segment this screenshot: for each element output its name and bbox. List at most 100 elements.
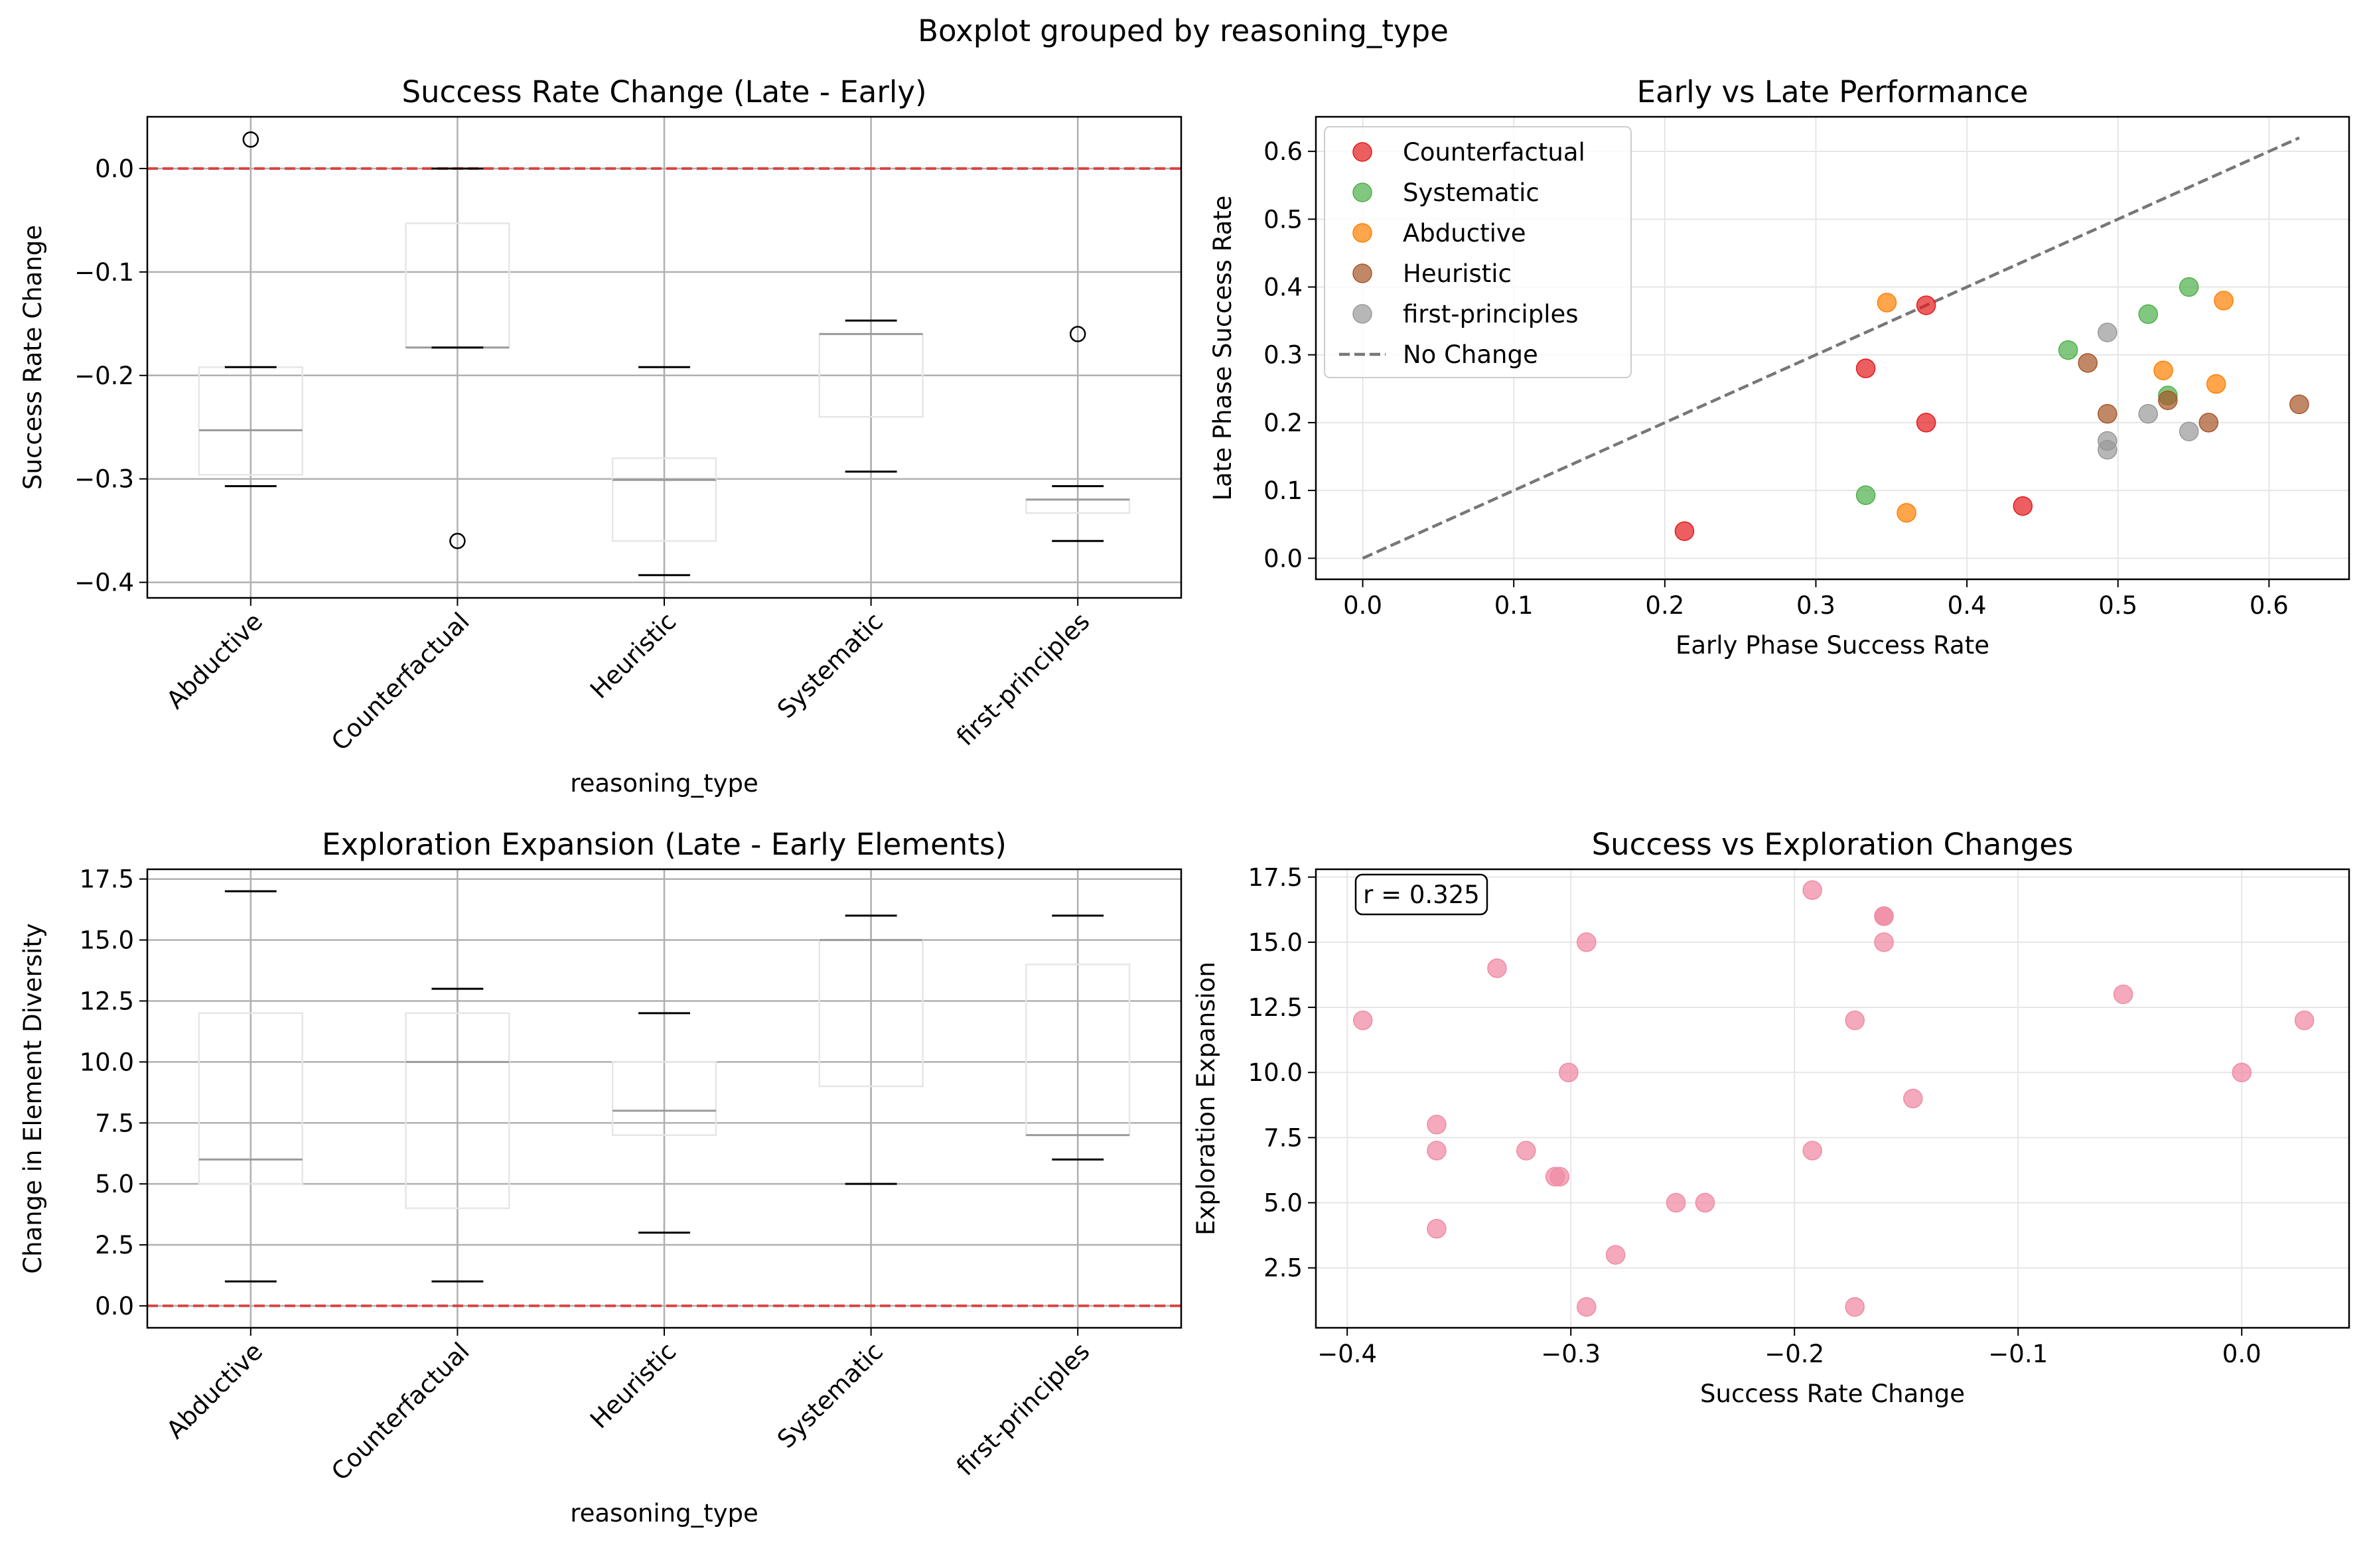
y-tick-label: 0.1: [1263, 476, 1303, 505]
panel-exploration-expansion-boxplot: Exploration Expansion (Late - Early Elem…: [19, 827, 1183, 1528]
box-body: [198, 1012, 303, 1185]
scatter-point: [1916, 413, 1936, 433]
scatter-point: [1427, 1219, 1447, 1239]
scatter-point: [1802, 880, 1822, 900]
axes-frame: [1315, 868, 2350, 1329]
x-tick-label: 0.3: [1796, 591, 1835, 620]
y-tick-label: 15.0: [1248, 928, 1303, 957]
panel-title: Early vs Late Performance: [1637, 74, 2029, 109]
x-axis-label: Success Rate Change: [1700, 1380, 1965, 1408]
x-tick-label: Heuristic: [585, 1337, 681, 1434]
panel-success-rate-change-boxplot: Success Rate Change (Late - Early) −0.4 −0…: [19, 74, 1183, 798]
scatter-point: [2153, 360, 2173, 380]
panel-title: Success Rate Change (Late - Early): [401, 74, 926, 109]
x-tick-label: Abductive: [161, 607, 269, 715]
scatter-point: [2232, 1062, 2252, 1082]
scatter-point: [1845, 1010, 1865, 1031]
legend-label: Systematic: [1403, 178, 1540, 207]
box-flier: [242, 131, 259, 148]
x-tick-label: Abductive: [161, 1337, 269, 1445]
y-tick-label: 0.4: [1263, 273, 1303, 302]
y-tick-label: −0.3: [74, 465, 134, 494]
y-tick-label: 0.0: [95, 1292, 134, 1320]
y-tick-label: 12.5: [1248, 993, 1303, 1022]
box-body: [405, 1012, 510, 1210]
y-tick-label: 17.5: [1248, 863, 1303, 892]
scatter-point: [2098, 440, 2117, 460]
scatter-point: [1605, 1245, 1626, 1265]
scatter-point: [2078, 353, 2098, 373]
x-tick-label: −0.3: [1541, 1340, 1601, 1368]
axes-frame: [146, 868, 1183, 1329]
scatter-point: [1674, 521, 1695, 541]
x-tick-label: first-principles: [951, 1337, 1095, 1481]
y-tick-label: 15.0: [80, 926, 134, 955]
scatter-point: [2179, 421, 2199, 441]
y-axis-label: Success Rate Change: [19, 225, 47, 490]
y-tick-label: 0.6: [1263, 137, 1303, 166]
y-tick-label: 5.0: [95, 1170, 134, 1198]
y-tick-label: 10.0: [1248, 1058, 1303, 1087]
x-tick-label: Systematic: [772, 607, 889, 724]
y-tick-label: 17.5: [80, 865, 134, 894]
scatter-point: [1549, 1167, 1570, 1187]
scatter-point: [2138, 304, 2158, 324]
box-body: [611, 1061, 717, 1136]
scatter-point: [1897, 503, 1916, 523]
scatter-point: [1666, 1192, 1686, 1213]
y-tick-label: −0.2: [74, 362, 134, 390]
scatter-point: [1874, 906, 1894, 926]
x-axis-label: reasoning_type: [570, 1499, 758, 1528]
scatter-point: [2113, 984, 2133, 1005]
x-tick-label: −0.1: [1988, 1340, 2048, 1368]
legend-label: Counterfactual: [1403, 138, 1585, 167]
scatter-point: [2214, 291, 2234, 311]
y-tick-label: 0.2: [1263, 409, 1303, 437]
scatter-point: [2198, 413, 2219, 433]
scatter-point: [1353, 1010, 1373, 1031]
figure-suptitle: Boxplot grouped by reasoning_type: [918, 13, 1449, 48]
y-tick-label: −0.4: [74, 569, 134, 597]
scatter-point: [2179, 277, 2199, 297]
scatter-point: [1427, 1115, 1447, 1135]
scatter-point: [2138, 403, 2158, 424]
x-tick-label: Counterfactual: [326, 607, 475, 756]
x-tick-label: 0.4: [1948, 591, 1987, 620]
axes-frame: [146, 115, 1183, 599]
scatter-point: [2294, 1010, 2315, 1031]
x-tick-label: −0.2: [1764, 1340, 1824, 1368]
y-tick-label: 5.0: [1263, 1189, 1303, 1218]
legend-marker: [1352, 142, 1372, 162]
x-tick-label: −0.4: [1317, 1340, 1377, 1368]
y-tick-label: 7.5: [1263, 1123, 1303, 1152]
scatter-point: [2013, 496, 2033, 516]
scatter-point: [1916, 295, 1936, 315]
x-tick-label: 0.0: [1343, 591, 1382, 620]
x-tick-label: first-principles: [951, 607, 1095, 751]
y-tick-label: 7.5: [95, 1109, 134, 1137]
scatter-point: [1559, 1062, 1579, 1082]
x-tick-label: 0.1: [1494, 591, 1534, 620]
scatter-point: [1855, 485, 1876, 506]
correlation-annotation-box: [1354, 873, 1488, 916]
box-flier: [449, 532, 466, 549]
panel-title: Success vs Exploration Changes: [1592, 827, 2074, 862]
legend-marker: [1352, 182, 1372, 202]
y-tick-label: 2.5: [1263, 1254, 1303, 1283]
scatter-point: [1577, 1297, 1597, 1317]
legend-marker: [1352, 304, 1372, 324]
scatter-point: [2098, 403, 2117, 424]
x-tick-label: Counterfactual: [326, 1337, 475, 1486]
legend-label: Abductive: [1403, 219, 1526, 248]
legend-label: No Change: [1403, 340, 1538, 369]
y-tick-label: 0.5: [1263, 205, 1303, 234]
scatter-point: [1874, 932, 1894, 952]
scatter-point: [2098, 322, 2117, 342]
scatter-point: [1487, 958, 1507, 978]
y-axis-label: Late Phase Success Rate: [1208, 195, 1237, 500]
x-axis-label: Early Phase Success Rate: [1676, 631, 1989, 660]
scatter-point: [1903, 1088, 1923, 1109]
panel-title: Exploration Expansion (Late - Early Elem…: [322, 827, 1007, 862]
box-body: [611, 457, 717, 542]
